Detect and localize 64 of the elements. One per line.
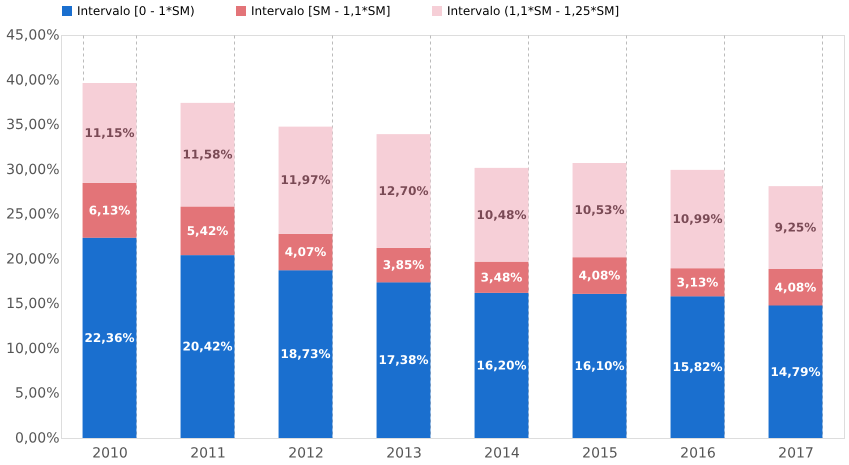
y-tick-label: 40,00% bbox=[6, 72, 60, 88]
y-tick-label: 30,00% bbox=[6, 162, 60, 178]
data-label: 22,36% bbox=[84, 330, 134, 345]
data-label: 3,13% bbox=[676, 275, 718, 290]
data-label: 12,70% bbox=[378, 184, 428, 198]
data-label: 11,58% bbox=[182, 148, 232, 162]
bar bbox=[572, 294, 626, 438]
bar bbox=[376, 282, 430, 438]
bar bbox=[376, 134, 430, 248]
bar bbox=[180, 206, 234, 256]
y-tick-label: 20,00% bbox=[6, 251, 60, 268]
legend-label: Intervalo [0 - 1*SM) bbox=[77, 4, 195, 18]
y-tick-label: 35,00% bbox=[6, 117, 60, 134]
bar bbox=[82, 182, 136, 238]
data-label: 16,10% bbox=[574, 358, 624, 373]
bar bbox=[278, 234, 332, 270]
y-tick-label: 10,00% bbox=[6, 340, 60, 357]
bar bbox=[474, 292, 528, 438]
y-tick-label: 15,00% bbox=[6, 296, 60, 312]
data-label: 16,20% bbox=[476, 358, 526, 372]
data-label: 5,42% bbox=[186, 224, 228, 238]
bar bbox=[670, 170, 724, 268]
x-tick-label: 2016 bbox=[680, 446, 716, 462]
bar bbox=[768, 306, 822, 438]
x-tick-label: 2017 bbox=[778, 446, 814, 462]
x-tick-label: 2014 bbox=[484, 446, 520, 462]
bar bbox=[474, 168, 528, 262]
data-label: 10,48% bbox=[476, 208, 526, 222]
data-label: 15,82% bbox=[672, 360, 722, 374]
legend-label: Intervalo [SM - 1,1*SM] bbox=[251, 4, 390, 18]
data-label: 9,25% bbox=[774, 220, 816, 235]
x-tick-label: 2015 bbox=[582, 446, 618, 462]
data-label: 10,53% bbox=[574, 203, 624, 218]
y-tick-label: 5,00% bbox=[15, 386, 60, 402]
legend-label: Intervalo (1,1*SM - 1,25*SM] bbox=[447, 4, 620, 18]
x-tick-label: 2010 bbox=[92, 446, 128, 462]
y-tick-label: 0,00% bbox=[15, 430, 60, 446]
bar bbox=[670, 296, 724, 438]
y-tick-label: 25,00% bbox=[6, 206, 60, 223]
data-label: 11,15% bbox=[84, 126, 134, 140]
x-tick-label: 2012 bbox=[288, 446, 324, 462]
x-tick-label: 2013 bbox=[386, 446, 422, 462]
data-label: 17,38% bbox=[378, 353, 428, 368]
data-label: 11,97% bbox=[280, 173, 330, 188]
bar bbox=[180, 102, 234, 207]
bar bbox=[572, 162, 626, 258]
data-label: 4,07% bbox=[284, 245, 326, 260]
data-label: 4,08% bbox=[774, 280, 816, 294]
bar bbox=[82, 83, 136, 183]
bar bbox=[82, 238, 136, 438]
data-label: 3,85% bbox=[382, 258, 424, 272]
data-label: 20,42% bbox=[182, 340, 232, 354]
data-label: 6,13% bbox=[88, 203, 130, 218]
y-tick-label: 45,00% bbox=[6, 28, 60, 44]
data-label: 14,79% bbox=[770, 364, 820, 379]
bar bbox=[768, 186, 822, 270]
data-label: 4,08% bbox=[578, 268, 620, 283]
bar bbox=[180, 255, 234, 438]
data-label: 3,48% bbox=[480, 270, 522, 284]
x-tick-label: 2011 bbox=[190, 446, 226, 462]
bar bbox=[278, 126, 332, 234]
bar bbox=[278, 270, 332, 438]
data-label: 18,73% bbox=[280, 347, 330, 362]
data-label: 10,99% bbox=[672, 212, 722, 226]
